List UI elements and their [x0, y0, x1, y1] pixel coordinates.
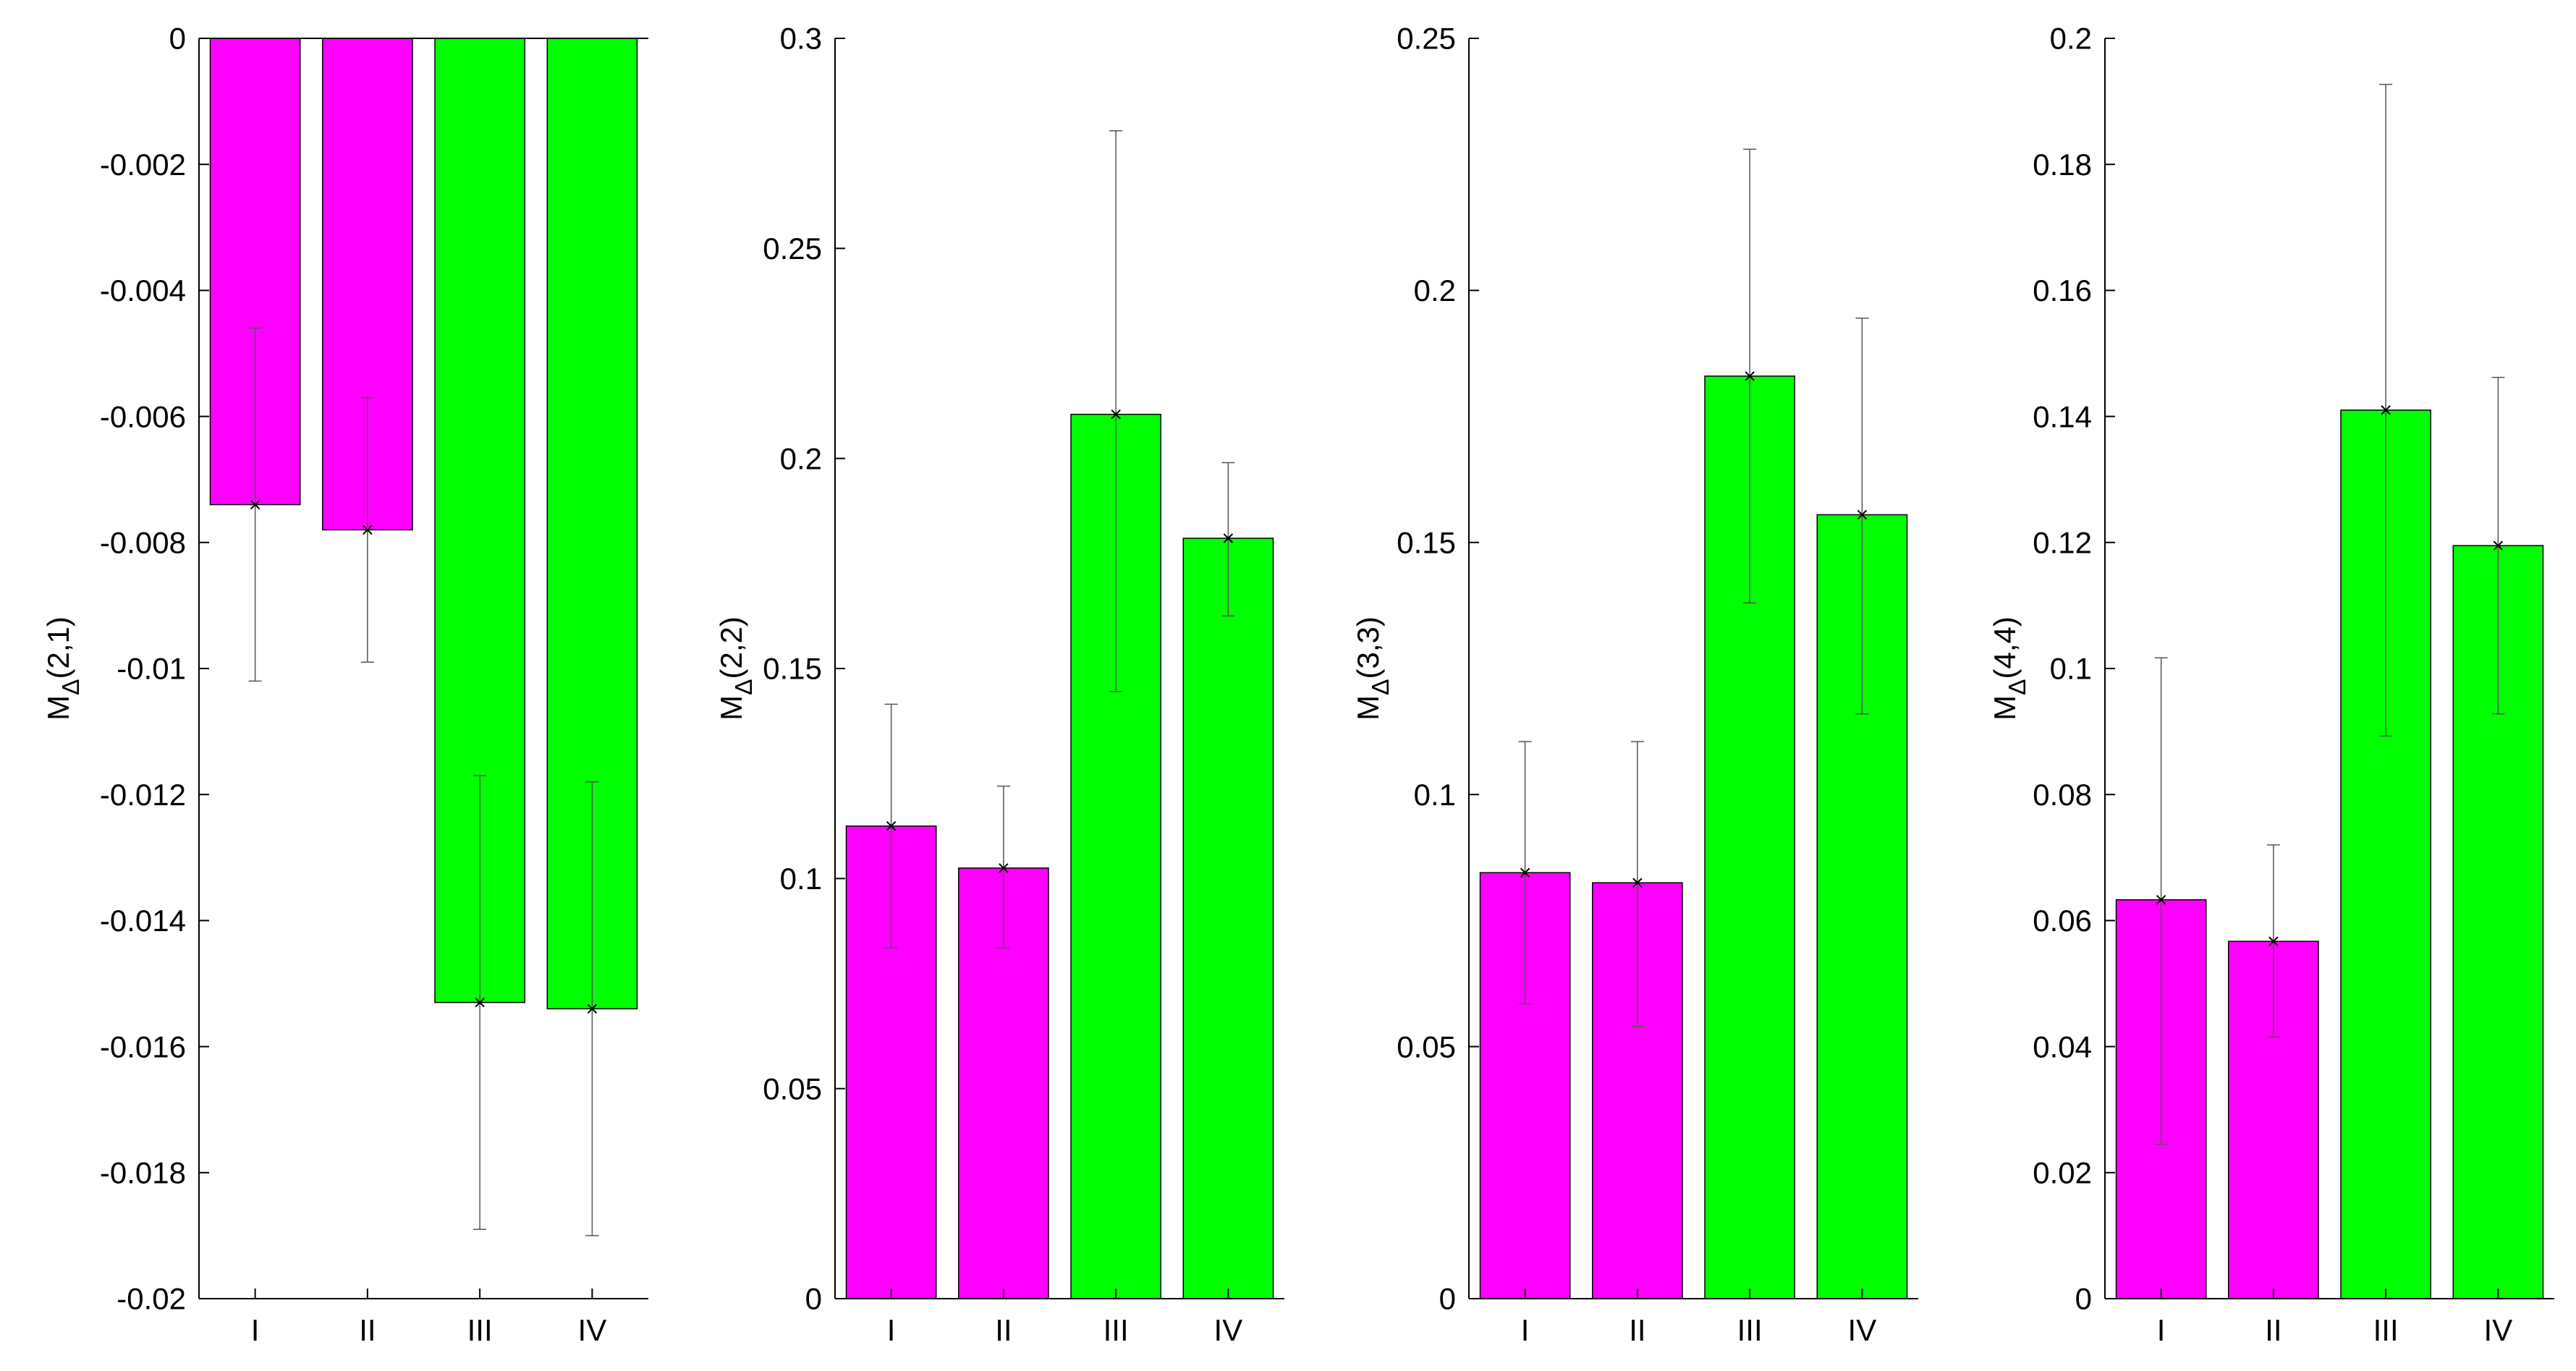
x-tick-label: III: [1737, 1313, 1763, 1347]
y-tick-label: 0.15: [763, 652, 822, 686]
y-tick-label: 0.04: [2033, 1030, 2092, 1064]
y-tick-label: -0.004: [100, 273, 186, 307]
y-tick-label: 0.05: [1397, 1030, 1456, 1064]
y-tick-label: 0.15: [1397, 526, 1456, 560]
mean-marker: [475, 997, 485, 1008]
x-tick-label: III: [2373, 1313, 2399, 1347]
mean-marker: [1223, 533, 1234, 543]
y-tick-label: 0: [2075, 1282, 2092, 1316]
mean-marker: [587, 1003, 598, 1014]
y-tick-label: -0.016: [100, 1030, 186, 1064]
mean-marker: [2156, 894, 2166, 905]
x-tick-label: IV: [1848, 1313, 1877, 1347]
x-tick-label: I: [887, 1313, 896, 1347]
y-tick-label: 0.06: [2033, 904, 2092, 938]
mean-marker: [363, 525, 373, 535]
y-tick-label: 0.2: [780, 441, 822, 475]
y-tick-label: 0.08: [2033, 778, 2092, 812]
mean-marker: [2493, 540, 2504, 551]
y-tick-label: 0.12: [2033, 526, 2092, 560]
mean-marker: [2381, 405, 2391, 415]
y-tick-label: 0.02: [2033, 1156, 2092, 1190]
y-tick-label: 0.25: [1397, 22, 1456, 56]
y-tick-label: -0.006: [100, 399, 186, 433]
y-tick-label: 0.1: [780, 862, 822, 896]
y-tick-label: 0.1: [2050, 652, 2092, 686]
y-tick-label: 0.16: [2033, 273, 2092, 307]
y-tick-label: 0: [169, 22, 186, 56]
chart-panel-4: 0 0.02 0.04 0.06 0.08 0.1 0.12 0.14 0.16 0.18 0.2 I…: [1988, 22, 2554, 1347]
x-tick-label: I: [1521, 1313, 1530, 1347]
chart-panel-1: 0 -0.002 -0.004 -0.006 -0.008 -0.01 -0.012 -0.0…: [41, 22, 648, 1347]
y-tick-label: 0.2: [1414, 273, 1456, 307]
x-tick-label: II: [359, 1313, 376, 1347]
y-axis-label: MΔ(3,3): [1351, 616, 1394, 721]
x-tick-label: II: [1629, 1313, 1645, 1347]
mean-marker: [250, 499, 260, 510]
mean-marker: [1745, 371, 1755, 381]
x-tick-label: II: [2265, 1313, 2281, 1347]
y-axis-label: MΔ(2,1): [41, 616, 85, 721]
y-axis-label: MΔ(4,4): [1988, 616, 2031, 721]
mean-marker: [1857, 509, 1868, 520]
mean-marker: [2268, 936, 2279, 946]
x-tick-label: III: [467, 1313, 493, 1347]
y-tick-label: -0.012: [100, 778, 186, 812]
y-tick-label: -0.02: [116, 1282, 186, 1316]
x-tick-label: III: [1103, 1313, 1129, 1347]
y-tick-label: 0: [805, 1282, 822, 1316]
y-tick-label: 0.14: [2033, 399, 2092, 433]
x-tick-label: I: [2157, 1313, 2166, 1347]
y-tick-label: 0.2: [2050, 22, 2092, 56]
y-tick-label: -0.014: [100, 904, 186, 938]
y-tick-label: -0.002: [100, 148, 186, 182]
x-tick-label: II: [995, 1313, 1012, 1347]
y-tick-label: -0.008: [100, 526, 186, 560]
y-tick-label: 0: [1439, 1282, 1456, 1316]
mean-marker: [1632, 878, 1643, 888]
y-tick-label: 0.18: [2033, 148, 2092, 182]
y-tick-label: 0.25: [763, 232, 822, 266]
x-tick-label: IV: [578, 1313, 607, 1347]
mean-marker: [999, 863, 1009, 873]
y-tick-label: 0.05: [763, 1071, 822, 1105]
mean-marker: [1111, 409, 1121, 420]
mean-marker: [1520, 867, 1530, 878]
y-axis-label: MΔ(2,2): [714, 616, 758, 721]
mean-marker: [886, 821, 897, 831]
x-tick-label: IV: [2484, 1313, 2513, 1347]
bar-IV: [1182, 538, 1274, 1299]
y-tick-label: -0.01: [116, 652, 186, 686]
x-tick-label: I: [251, 1313, 260, 1347]
y-tick-label: 0.1: [1414, 778, 1456, 812]
y-tick-label: -0.018: [100, 1156, 186, 1190]
y-tick-label: 0.3: [780, 22, 822, 56]
x-tick-label: IV: [1214, 1313, 1243, 1347]
